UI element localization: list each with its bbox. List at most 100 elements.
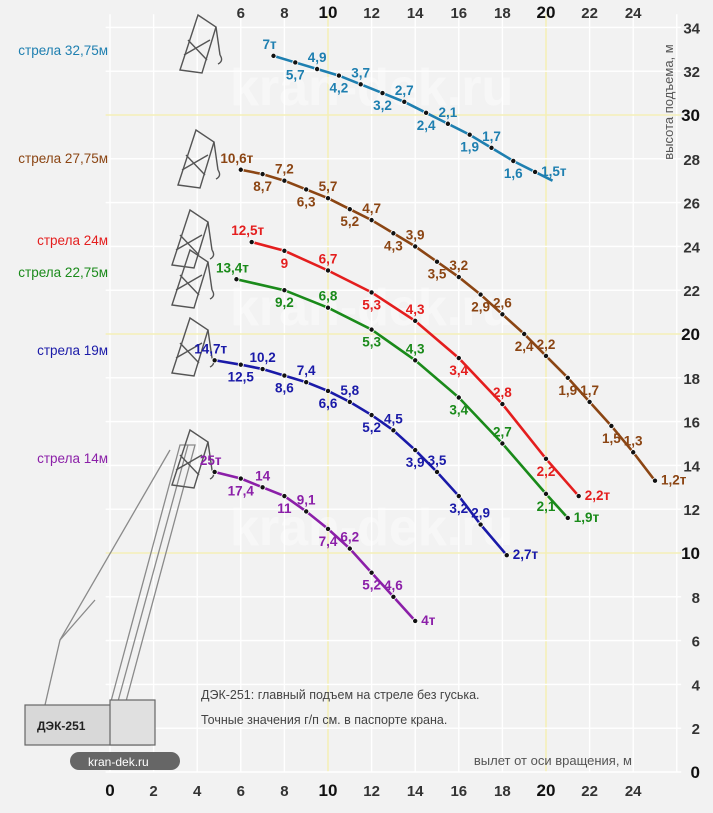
data-label: 9,2: [275, 295, 294, 310]
crane-illustration: ДЭК-251 kran-dek.ru: [24, 444, 196, 770]
x-tick-label-top: 10: [319, 3, 338, 22]
x-tick-label-bottom: 8: [280, 783, 288, 800]
data-label: 3,2: [449, 258, 468, 273]
data-label: 3,4: [449, 403, 468, 418]
data-point: [281, 177, 288, 184]
data-label: 2,2: [537, 337, 556, 352]
data-point: [248, 239, 255, 246]
data-point: [510, 157, 517, 164]
data-point: [281, 493, 288, 500]
data-point: [564, 514, 571, 521]
data-point: [368, 217, 375, 224]
x-tick-label-top: 6: [237, 5, 245, 22]
data-point: [303, 508, 310, 515]
data-point: [652, 477, 659, 484]
series-line: [214, 470, 417, 622]
data-label: 5,7: [319, 179, 338, 194]
boom-length-label: стрела 24м: [37, 233, 108, 248]
data-point: [455, 493, 462, 500]
data-label: 10,6т: [220, 151, 253, 166]
data-label: 2,9: [471, 506, 490, 521]
data-point: [488, 144, 495, 151]
data-point: [368, 326, 375, 333]
data-label: 6,3: [297, 194, 316, 209]
data-label: 1,5т: [541, 164, 567, 179]
series-1: 10,6т8,77,26,35,75,24,74,33,93,53,22,9 2,…: [18, 151, 686, 488]
data-label: 2,9: [471, 300, 490, 315]
data-label: 9,1: [297, 492, 316, 507]
y-tick-label: 2: [692, 721, 700, 738]
data-label: 6,7: [319, 251, 338, 266]
data-point: [503, 552, 510, 559]
series-0: 7т 5,74,9 4,23,7 3,22,7 2,42,1 1,91,7 1,6 1,5т с…: [18, 37, 567, 182]
crane-model-label: ДЭК-251: [37, 719, 86, 733]
data-point: [259, 366, 266, 373]
data-point: [608, 422, 615, 429]
data-label: 1,2т: [661, 473, 687, 488]
data-point: [303, 379, 310, 386]
y-tick-label: 0: [691, 763, 700, 782]
data-point: [532, 168, 539, 175]
data-label: 1,5: [602, 431, 621, 446]
y-tick-label: 22: [683, 283, 700, 300]
data-label: 7,4: [297, 363, 316, 378]
data-point: [324, 525, 331, 532]
data-label: 3,4: [449, 363, 468, 378]
chart-grid: [105, 14, 682, 773]
x-tick-label-top: 20: [537, 3, 556, 22]
data-point: [237, 166, 244, 173]
data-point: [390, 427, 397, 434]
data-label: 4т: [421, 613, 436, 628]
data-label: 2,4: [417, 118, 436, 133]
data-point: [455, 355, 462, 362]
data-point: [281, 247, 288, 254]
data-point: [292, 59, 299, 66]
data-label: 3,9: [406, 455, 425, 470]
data-label: 3,5: [428, 267, 447, 282]
x-tick-label-bottom: 4: [193, 783, 202, 800]
y-tick-label: 16: [683, 415, 700, 432]
data-label: 3,2: [449, 501, 468, 516]
data-point: [281, 372, 288, 379]
series-5: 25т 17,414 11 9,1 7,4 6,2 5,2 4,6 4т стрела 14м: [37, 451, 436, 628]
boom-length-label: стрела 32,75м: [18, 43, 108, 58]
data-point: [477, 521, 484, 528]
data-point: [412, 243, 419, 250]
boom-length-label: стрела 27,75м: [18, 151, 108, 166]
data-point: [335, 72, 342, 79]
data-point: [314, 66, 321, 73]
y-tick-label: 8: [692, 590, 700, 607]
y-tick-label: 26: [683, 196, 700, 213]
x-tick-label-bottom: 16: [450, 783, 467, 800]
data-label: 12,5т: [231, 223, 264, 238]
data-label: 2,7: [395, 83, 414, 98]
data-label: 1,9: [558, 383, 577, 398]
data-label: 4,5: [384, 411, 403, 426]
data-point: [270, 52, 277, 59]
data-label: 3,9: [406, 227, 425, 242]
y-axis-title: высота подъема, м: [661, 44, 676, 160]
note-line-1: ДЭК-251: главный подъем на стреле без гу…: [201, 688, 480, 702]
data-point: [543, 490, 550, 497]
y-tick-label: 14: [683, 458, 700, 475]
boom-head-icon: [171, 428, 215, 489]
series-3: 13,4т 9,2 6,8 5,3 4,3 3,4 2,7 2,1 1,9т стрела 22,…: [18, 260, 599, 525]
x-tick-label-bottom: 6: [237, 783, 245, 800]
data-point: [379, 90, 386, 97]
data-point: [412, 357, 419, 364]
data-point: [346, 545, 353, 552]
data-point: [346, 206, 353, 213]
y-tick-label: 18: [683, 371, 700, 388]
boom-length-label: стрела 14м: [37, 451, 108, 466]
data-label: 5,2: [362, 420, 381, 435]
data-point: [433, 258, 440, 265]
data-point: [412, 447, 419, 454]
y-tick-label: 6: [692, 634, 700, 651]
x-tick-label-bottom: 2: [149, 783, 157, 800]
data-point: [368, 289, 375, 296]
data-label: 8,6: [275, 381, 294, 396]
data-label: 2,1: [439, 105, 458, 120]
data-point: [455, 394, 462, 401]
